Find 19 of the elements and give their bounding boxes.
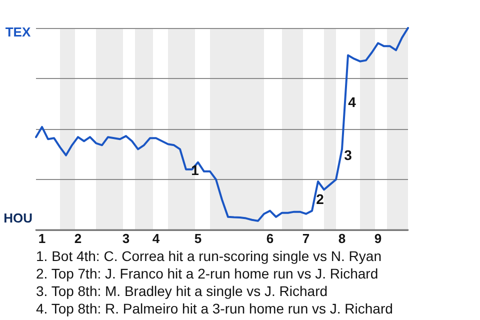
x-tick-label: 5 bbox=[194, 231, 202, 246]
annotation: 3 bbox=[344, 147, 352, 163]
text: 2. Top 7th: J. Franco hit a 2-run home run vs J. Richard bbox=[36, 266, 378, 282]
annotation: 1 bbox=[191, 162, 200, 178]
x-tick-label: 2 bbox=[74, 231, 82, 246]
x-tick-label: 6 bbox=[266, 231, 274, 246]
x-tick-label: 9 bbox=[374, 231, 382, 246]
text: 4. Top 8th: R. Palmeiro hit a 3-run home run vs J. Richard bbox=[36, 300, 393, 316]
x-tick-label: 4 bbox=[152, 231, 160, 246]
text: 1. Bot 4th: C. Correa hit a run-scoring single vs N. Ryan bbox=[36, 248, 382, 264]
annotation: 4 bbox=[348, 94, 356, 110]
text: 3. Top 8th: M. Bradley hit a single vs J. Richard bbox=[36, 283, 328, 299]
x-tick-label: 8 bbox=[338, 231, 346, 246]
x-tick-label: 3 bbox=[122, 231, 130, 246]
text: HOU bbox=[4, 210, 32, 226]
text: TEX bbox=[5, 24, 31, 40]
x-tick-label: 1 bbox=[38, 231, 46, 246]
x-tick-label: 7 bbox=[302, 231, 310, 246]
annotation: 2 bbox=[316, 191, 324, 207]
